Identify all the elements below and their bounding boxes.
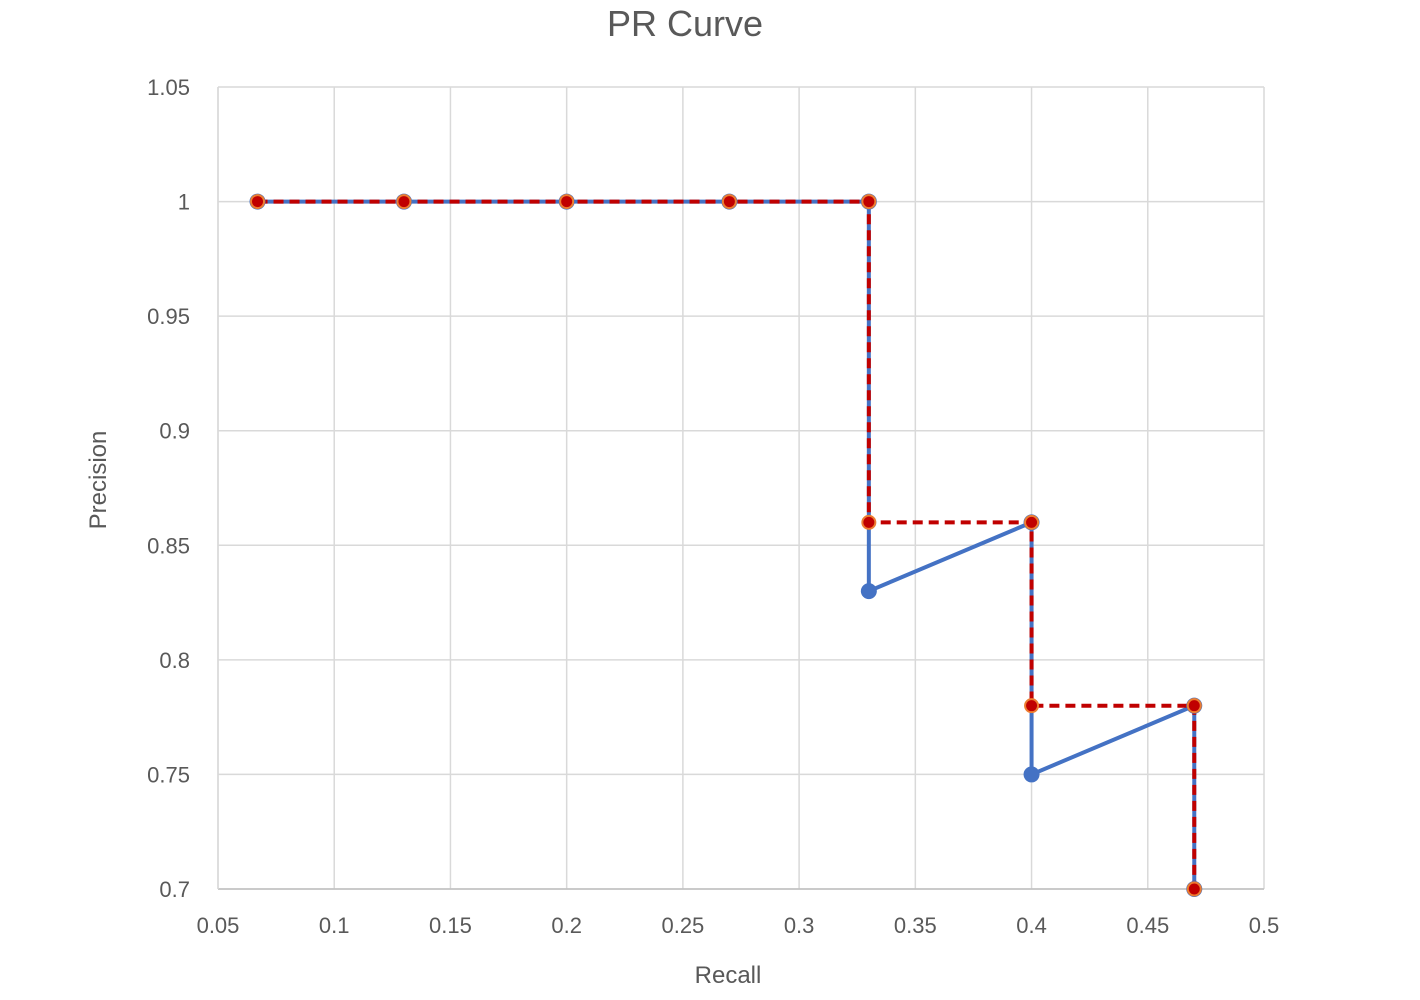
x-tick-label: 0.1 (319, 913, 350, 938)
chart-title: PR Curve (607, 3, 763, 44)
x-axis-label: Recall (695, 962, 762, 989)
y-tick-label: 0.8 (159, 648, 190, 673)
x-tick-label: 0.35 (894, 913, 937, 938)
series-2-line (257, 199, 1197, 889)
x-tick-label: 0.2 (551, 913, 582, 938)
y-tick-label: 0.95 (147, 304, 190, 329)
y-tick-label: 1.05 (147, 75, 190, 100)
grid-lines (217, 86, 1265, 890)
x-tick-label: 0.4 (1016, 913, 1047, 938)
y-axis-ticks: 0.7 0.75 0.8 0.85 0.9 0.95 1 1.05 (147, 75, 190, 902)
series-2-point (559, 194, 575, 210)
series-2-point (861, 194, 877, 210)
series-2-point (1024, 698, 1040, 714)
x-tick-label: 0.25 (661, 913, 704, 938)
series-2-point (1186, 698, 1202, 714)
series-2-point (250, 194, 266, 210)
series-1-point (1023, 766, 1040, 783)
series-2-point (721, 194, 737, 210)
series-2-point (1186, 881, 1202, 897)
series-2-point (861, 514, 877, 530)
series-2-point (1024, 514, 1040, 530)
x-axis-ticks: 0.05 0.1 0.15 0.2 0.25 0.3 0.35 0.4 0.45 0.5 (197, 913, 1280, 938)
y-tick-label: 0.75 (147, 762, 190, 787)
x-tick-label: 0.15 (429, 913, 472, 938)
y-tick-label: 0.85 (147, 533, 190, 558)
y-tick-label: 0.9 (159, 419, 190, 444)
y-tick-label: 1 (178, 190, 190, 215)
x-tick-label: 0.05 (197, 913, 240, 938)
series-1-point (860, 583, 877, 600)
data-series (249, 193, 1203, 897)
y-tick-label: 0.7 (159, 877, 190, 902)
x-tick-label: 0.5 (1249, 913, 1280, 938)
series-2-point (396, 194, 412, 210)
x-tick-label: 0.45 (1126, 913, 1169, 938)
x-tick-label: 0.3 (784, 913, 815, 938)
y-axis-label: Precision (85, 431, 112, 530)
